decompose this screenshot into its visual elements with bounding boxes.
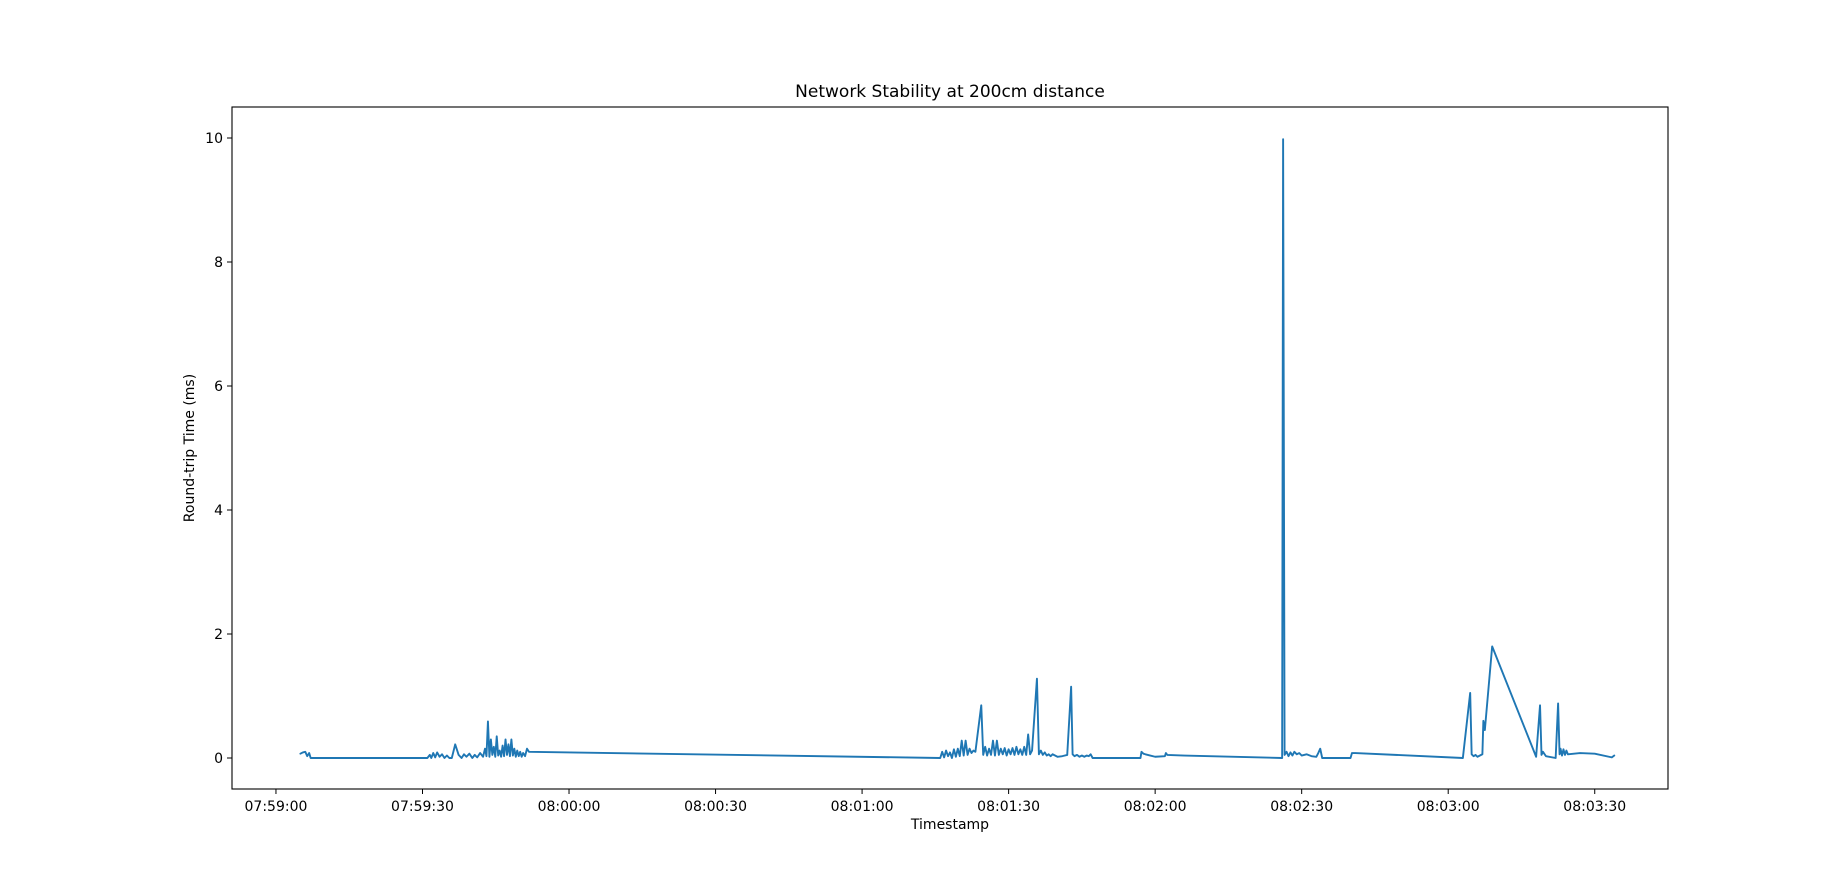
y-tick-label-5: 10 xyxy=(205,131,223,147)
x-tick-label-1: 07:59:30 xyxy=(391,799,454,815)
x-tick-label-5: 08:01:30 xyxy=(977,799,1040,815)
x-tick-label-3: 08:00:30 xyxy=(684,799,747,815)
x-tick-label-9: 08:03:30 xyxy=(1563,799,1626,815)
axes-frame xyxy=(231,106,1669,790)
y-tick-label-2: 4 xyxy=(214,503,223,519)
y-tick-label-4: 8 xyxy=(214,255,223,271)
y-axis-label: Round-trip Time (ms) xyxy=(182,374,198,522)
x-tick-label-0: 07:59:00 xyxy=(245,799,308,815)
chart-title: Network Stability at 200cm distance xyxy=(795,82,1105,102)
plot-area xyxy=(299,138,1616,759)
x-tick-label-8: 08:03:00 xyxy=(1417,799,1480,815)
y-axis: 0 2 4 6 8 10 xyxy=(205,131,232,767)
series-line-0 xyxy=(299,138,1616,759)
y-tick-label-0: 0 xyxy=(214,751,223,767)
x-tick-label-4: 08:01:00 xyxy=(831,799,894,815)
x-tick-label-6: 08:02:00 xyxy=(1124,799,1187,815)
y-tick-label-3: 6 xyxy=(214,379,223,395)
x-tick-label-2: 08:00:00 xyxy=(538,799,601,815)
y-tick-label-1: 2 xyxy=(214,627,223,643)
x-axis-label: Timestamp xyxy=(910,817,989,833)
x-tick-label-7: 08:02:30 xyxy=(1270,799,1333,815)
x-axis: 07:59:00 07:59:30 08:00:00 08:00:30 08:01:00… xyxy=(245,789,1626,815)
